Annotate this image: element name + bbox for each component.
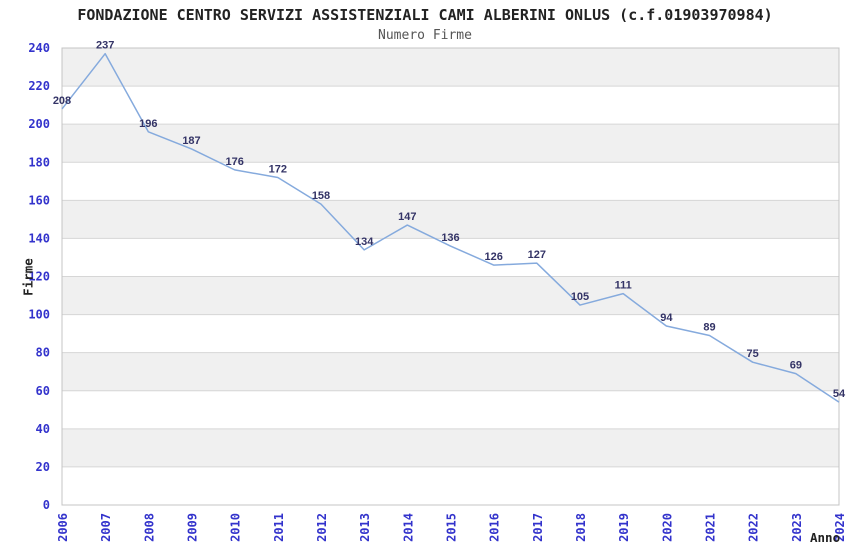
chart-title: FONDAZIONE CENTRO SERVIZI ASSISTENZIALI … (77, 6, 773, 24)
point-label: 111 (615, 280, 632, 292)
x-tick-label: 2021 (704, 513, 718, 542)
y-tick-label: 100 (28, 308, 50, 322)
point-label: 187 (182, 135, 200, 147)
x-tick-label: 2024 (833, 513, 847, 542)
point-label: 196 (139, 118, 157, 130)
plot-band (62, 352, 839, 391)
y-tick-label: 20 (36, 460, 50, 474)
plot-band (62, 200, 839, 239)
x-tick-label: 2013 (358, 513, 372, 542)
y-tick-label: 120 (28, 270, 50, 284)
y-tick-label: 160 (28, 193, 50, 207)
y-tick-label: 200 (28, 117, 50, 131)
y-tick-label: 220 (28, 79, 50, 93)
y-tick-label: 0 (43, 498, 50, 512)
x-tick-label: 2018 (574, 513, 588, 542)
x-tick-label: 2017 (531, 513, 545, 542)
x-tick-label: 2010 (229, 513, 243, 542)
x-tick-label: 2008 (142, 513, 156, 542)
x-tick-label: 2007 (99, 513, 113, 542)
point-label: 237 (96, 40, 114, 52)
point-label: 69 (790, 360, 802, 372)
data-line (61, 52, 840, 403)
plot-band (62, 428, 839, 467)
point-label: 94 (660, 312, 673, 324)
x-tick-label: 2012 (315, 513, 329, 542)
y-tick-label: 80 (36, 346, 50, 360)
y-tick-label: 40 (36, 422, 50, 436)
x-tick-label: 2006 (56, 513, 70, 542)
point-label: 176 (225, 156, 243, 168)
x-tick-label: 2019 (617, 513, 631, 542)
point-label: 172 (269, 163, 287, 175)
plot-band (62, 124, 839, 163)
y-tick-label: 180 (28, 155, 50, 169)
point-label: 147 (398, 211, 416, 223)
point-label: 127 (528, 249, 546, 261)
plot-band (62, 48, 839, 87)
point-label: 126 (484, 251, 502, 263)
x-tick-label: 2014 (401, 513, 415, 542)
x-tick-label: 2020 (660, 513, 674, 542)
chart-subtitle: Numero Firme (378, 28, 472, 43)
y-tick-label: 240 (28, 41, 50, 55)
y-axis-title: Firme (20, 258, 36, 296)
x-tick-label: 2016 (488, 513, 502, 542)
plot-border (61, 47, 840, 506)
x-tick-label: 2009 (186, 513, 200, 542)
x-tick-label: 2011 (272, 513, 286, 542)
point-label: 158 (312, 190, 330, 202)
y-tick-label: 140 (28, 231, 50, 245)
plot-band (62, 276, 839, 315)
x-axis-title: Anno (810, 530, 841, 545)
point-label: 89 (703, 322, 715, 334)
point-label: 54 (833, 388, 846, 400)
point-label: 105 (571, 291, 589, 303)
point-label: 208 (53, 95, 71, 107)
point-label: 134 (355, 236, 374, 248)
point-label: 136 (441, 232, 459, 244)
x-tick-label: 2022 (747, 513, 761, 542)
x-tick-label: 2015 (445, 513, 459, 542)
point-label: 75 (747, 348, 759, 360)
x-tick-label: 2023 (790, 513, 804, 542)
y-tick-label: 60 (36, 384, 50, 398)
